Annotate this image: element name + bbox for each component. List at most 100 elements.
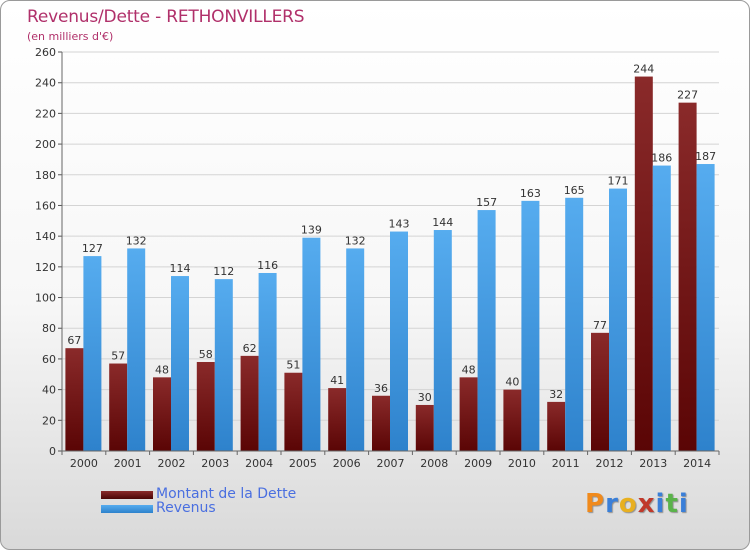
y-tick-label: 60 [42,353,56,366]
bar-dette [240,355,259,451]
bar-dette [634,76,653,452]
data-label-dette: 58 [199,348,213,361]
data-label-dette: 36 [374,382,388,395]
data-label-revenus: 112 [213,265,234,278]
legend-swatch-revenus [101,505,153,513]
bar-revenus [433,230,452,451]
bar-dette [65,348,84,451]
chart-subtitle: (en milliers d'€) [27,30,114,43]
x-tick-label: 2007 [377,457,405,470]
y-tick-label: 200 [35,138,56,151]
bar-dette [503,389,522,451]
bar-revenus [696,164,715,451]
x-tick-label: 2002 [158,457,186,470]
y-tick-label: 0 [49,445,56,458]
bar-revenus [127,248,146,451]
data-label-revenus: 165 [564,184,585,197]
legend-label-dette: Montant de la Dette [156,486,297,502]
data-label-revenus: 132 [126,234,147,247]
proxiti-logo: Proxiti [585,489,689,519]
data-label-dette: 51 [286,359,300,372]
bar-revenus [565,197,584,451]
y-tick-label: 20 [42,414,56,427]
x-tick-label: 2003 [201,457,229,470]
bar-dette [459,377,478,451]
data-label-dette: 41 [330,374,344,387]
y-tick-label: 40 [42,384,56,397]
x-tick-label: 2000 [70,457,98,470]
x-tick-label: 2010 [508,457,536,470]
bar-dette [196,361,215,451]
data-label-dette: 227 [677,89,698,102]
bar-dette [328,388,347,451]
x-tick-label: 2001 [114,457,142,470]
data-label-revenus: 171 [608,175,629,188]
data-label-dette: 67 [67,334,81,347]
logo-letter: o [618,489,638,519]
data-label-dette: 62 [243,342,257,355]
bar-revenus [521,200,540,451]
bar-dette [153,377,171,451]
data-label-revenus: 116 [257,259,278,272]
data-label-dette: 48 [462,363,476,376]
bar-dette [678,102,697,452]
data-label-revenus: 144 [432,216,453,229]
y-tick-label: 260 [35,46,56,59]
y-tick-label: 140 [35,230,56,243]
data-label-revenus: 114 [170,262,191,275]
data-label-revenus: 132 [345,234,366,247]
legend-swatch-dette [101,491,153,499]
chart-title: Revenus/Dette - RETHONVILLERS [27,7,305,27]
x-tick-label: 2009 [464,457,492,470]
bar-revenus [390,231,408,451]
data-label-revenus: 157 [476,196,497,209]
x-tick-label: 2013 [639,457,667,470]
data-label-revenus: 186 [651,152,672,165]
logo-letter: t [665,489,679,519]
legend-item-dette: Montant de la Dette [101,486,361,503]
data-label-dette: 40 [505,376,519,389]
data-label-dette: 32 [549,388,563,401]
x-tick-label: 2008 [420,457,448,470]
x-tick-label: 2006 [333,457,361,470]
bar-dette [284,372,303,451]
logo-letter: r [605,489,619,519]
data-label-revenus: 187 [695,150,716,163]
bar-revenus [171,276,189,451]
data-labels: 67 127 57 132 48 114 58 112 62 116 51 139 41 132 36 143… [67,63,716,404]
bar-revenus [83,256,102,451]
y-tick-label: 220 [35,107,56,120]
x-tick-label: 2014 [683,457,711,470]
y-tick-label: 120 [35,261,56,274]
data-label-revenus: 163 [520,187,541,200]
bar-dette [109,363,128,451]
y-tick-label: 180 [35,169,56,182]
bar-revenus [214,279,233,451]
bar-dette [372,395,390,451]
bar-revenus [258,272,277,451]
logo-letter: P [585,489,606,519]
data-label-revenus: 127 [82,242,103,255]
bar-dette [415,404,434,451]
axes: 0 20 40 60 80 100 120 140 160 180 200 220 240 260 2000… [35,46,720,470]
data-label-revenus: 143 [389,218,410,231]
legend-item-revenus: Revenus [101,500,361,517]
data-label-dette: 57 [111,350,125,363]
x-tick-label: 2011 [552,457,580,470]
data-label-dette: 48 [155,363,169,376]
data-label-revenus: 139 [301,224,322,237]
y-tick-label: 160 [35,199,56,212]
bar-dette [547,401,566,451]
x-tick-label: 2005 [289,457,317,470]
data-label-dette: 77 [593,319,607,332]
logo-letter: i [655,489,666,519]
bar-revenus [652,165,671,452]
y-tick-label: 80 [42,322,56,335]
bar-revenus [302,237,321,451]
bar-revenus [346,248,365,451]
bars [65,76,715,452]
y-tick-label: 240 [35,77,56,90]
bar-revenus [609,188,627,452]
